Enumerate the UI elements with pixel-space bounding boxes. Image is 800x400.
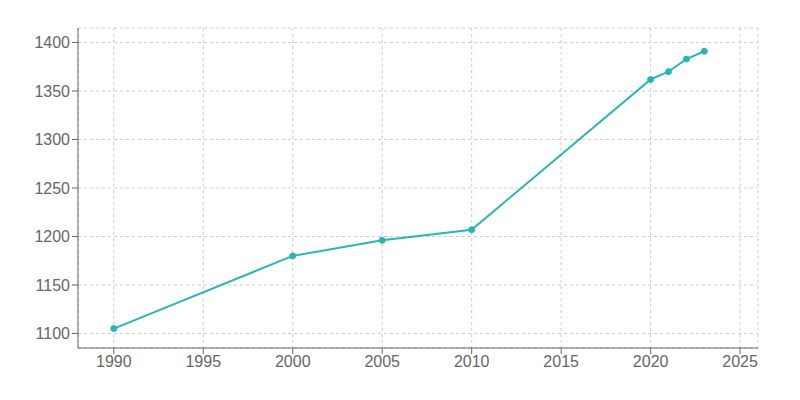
svg-text:2005: 2005 [364,353,400,370]
svg-text:2015: 2015 [543,353,579,370]
svg-text:1400: 1400 [34,34,70,51]
svg-text:1200: 1200 [34,228,70,245]
svg-text:2000: 2000 [275,353,311,370]
svg-text:1150: 1150 [36,277,71,294]
svg-text:1100: 1100 [36,325,71,342]
svg-text:2020: 2020 [633,353,669,370]
svg-text:1250: 1250 [34,180,70,197]
svg-text:2010: 2010 [454,353,490,370]
svg-text:1995: 1995 [185,353,221,370]
svg-text:1350: 1350 [34,83,70,100]
svg-text:1990: 1990 [96,353,132,370]
svg-text:1300: 1300 [34,131,70,148]
svg-text:2025: 2025 [722,353,758,370]
